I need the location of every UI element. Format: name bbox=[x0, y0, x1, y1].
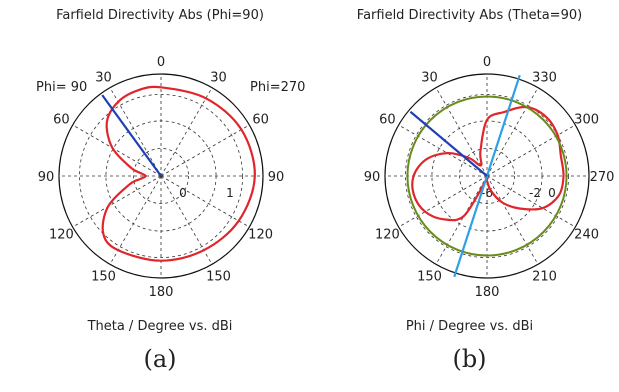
angle-tick-label: 30 bbox=[421, 70, 438, 85]
chart-title: Farfield Directivity Abs (Theta=90) bbox=[356, 8, 583, 23]
radial-tick-label: -2 bbox=[529, 186, 541, 200]
series-line bbox=[406, 95, 568, 257]
figure-caption: (a) bbox=[143, 345, 177, 373]
angle-tick-label: 180 bbox=[475, 285, 500, 300]
radial-tick-label: 1 bbox=[226, 186, 234, 200]
grid-spoke-8 bbox=[72, 175, 162, 228]
grid-spoke-1 bbox=[486, 87, 539, 177]
grid-spoke-4 bbox=[160, 175, 250, 228]
grid-spoke-8 bbox=[398, 175, 488, 228]
angle-tick-label: 150 bbox=[417, 270, 442, 285]
grid-ring-0 bbox=[459, 148, 515, 204]
angle-tick-label: 120 bbox=[49, 228, 74, 243]
marker-line bbox=[101, 94, 162, 177]
angle-tick-label: 210 bbox=[532, 270, 557, 285]
grid-spoke-2 bbox=[160, 124, 250, 177]
outer-ring bbox=[58, 73, 264, 279]
grid-ring-2 bbox=[405, 94, 569, 258]
series-line bbox=[101, 85, 256, 262]
radial-tick-label: 0 bbox=[548, 186, 556, 200]
angle-tick-label: 150 bbox=[206, 270, 231, 285]
angle-tick-label: 90 bbox=[38, 170, 55, 185]
angle-tick-label: 30 bbox=[210, 70, 227, 85]
figure-caption: (b) bbox=[452, 345, 487, 373]
series-line bbox=[411, 105, 565, 222]
chart-title: Farfield Directivity Abs (Phi=90) bbox=[56, 8, 264, 23]
grid-spoke-7 bbox=[435, 175, 488, 265]
angle-tick-label: 0 bbox=[157, 55, 165, 70]
grid-spoke-10 bbox=[398, 124, 488, 177]
angle-tick-label: 240 bbox=[574, 228, 599, 243]
x-axis-label: Theta / Degree vs. dBi bbox=[87, 319, 233, 334]
chart-panel-b: Farfield Directivity Abs (Theta=90) 0 330… bbox=[320, 0, 619, 392]
polar-plot-b: 0 330 300 270 240 210 180 150 120 90 60 30 -6 -2 0 bbox=[364, 55, 615, 300]
angle-tick-label: 0 bbox=[483, 55, 491, 70]
x-axis-label: Phi / Degree vs. dBi bbox=[405, 319, 534, 334]
grid-spoke-10 bbox=[72, 124, 162, 177]
angle-tick-label: 30 bbox=[95, 70, 112, 85]
angle-tick-label: 60 bbox=[53, 113, 70, 128]
outer-ring bbox=[384, 73, 590, 279]
angle-tick-label: 300 bbox=[574, 113, 599, 128]
radial-tick-label: -6 bbox=[481, 186, 493, 200]
polar-plot-a: 0 30 60 90 120 150 180 150 120 90 60 30 0 1 bbox=[38, 55, 285, 300]
angle-tick-label: 270 bbox=[590, 170, 615, 185]
grid-spoke-1 bbox=[160, 87, 213, 177]
angle-tick-label: 90 bbox=[364, 170, 381, 185]
angle-tick-label: 90 bbox=[268, 170, 285, 185]
angle-tick-label: 60 bbox=[379, 113, 396, 128]
angle-tick-label: 150 bbox=[91, 270, 116, 285]
angle-tick-label: 120 bbox=[375, 228, 400, 243]
angle-tick-label: 120 bbox=[248, 228, 273, 243]
grid-ring-2 bbox=[79, 94, 243, 258]
angle-tick-label: 330 bbox=[532, 70, 557, 85]
chart-panel-a: Farfield Directivity Abs (Phi=90) Phi= 9… bbox=[36, 8, 306, 373]
grid-ring-0 bbox=[133, 148, 189, 204]
left-label: Phi= 90 bbox=[36, 80, 88, 95]
grid-spoke-11 bbox=[435, 87, 488, 177]
angle-tick-label: 60 bbox=[252, 113, 269, 128]
radial-tick-label: 0 bbox=[179, 186, 187, 200]
grid-spoke-2 bbox=[486, 124, 576, 177]
marker-line bbox=[409, 110, 488, 177]
grid-spoke-5 bbox=[486, 175, 539, 265]
right-label: Phi=270 bbox=[250, 80, 306, 95]
grid-spoke-4 bbox=[486, 175, 576, 228]
angle-tick-label: 180 bbox=[149, 285, 174, 300]
